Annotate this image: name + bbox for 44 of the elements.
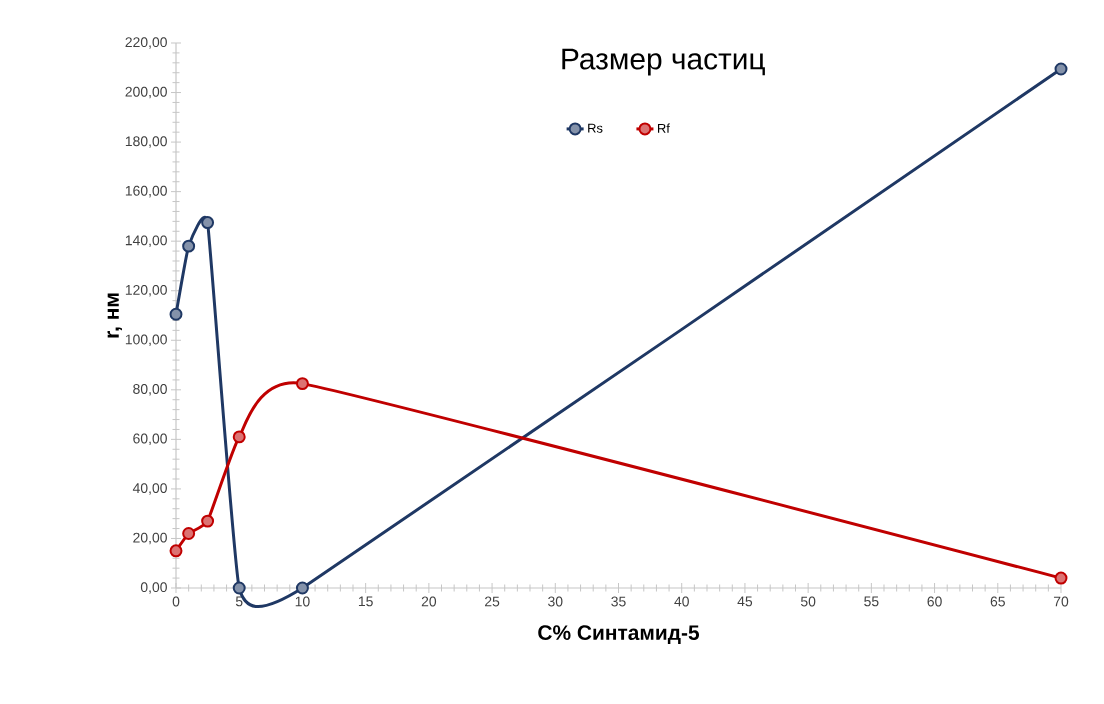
y-axis-title: r, нм — [107, 293, 122, 338]
point — [232, 581, 246, 595]
y-tick-label: 180,00 — [125, 136, 167, 148]
legend-label: Rf — [657, 123, 670, 133]
x-tick-label: 70 — [1053, 596, 1069, 607]
y-tick-label: 200,00 — [125, 86, 167, 99]
y-tick-label: 140,00 — [125, 235, 167, 247]
y-tick-label: 80,00 — [133, 384, 167, 396]
y-tick-label: 60,00 — [133, 433, 167, 446]
x-tick-label: 10 — [295, 596, 310, 607]
x-tick-label: 0 — [172, 596, 180, 607]
y-tick-label: 0,00 — [140, 582, 167, 594]
y-tick-label: 120,00 — [125, 284, 167, 297]
point — [1054, 62, 1068, 76]
point — [201, 514, 215, 528]
point — [182, 239, 196, 253]
point — [295, 377, 309, 391]
x-tick-label: 35 — [611, 596, 626, 607]
x-tick-label: 55 — [864, 596, 879, 607]
point — [169, 307, 183, 321]
x-axis-title: C% Синтамид-5 — [538, 625, 700, 645]
y-tick-label: 40,00 — [132, 483, 167, 495]
x-tick-label: 50 — [800, 596, 816, 607]
x-tick-label: 15 — [358, 596, 373, 607]
point — [182, 527, 196, 540]
x-tick-label: 45 — [737, 596, 753, 607]
x-tick-label: 40 — [674, 596, 689, 607]
y-tick-label: 220,00 — [125, 37, 167, 49]
point — [232, 430, 246, 444]
x-tick-label: 65 — [990, 596, 1005, 607]
legend-label: Rs — [588, 123, 603, 133]
y-tick-label: 20,00 — [133, 532, 167, 545]
point — [201, 216, 215, 230]
point — [295, 581, 309, 595]
x-tick-label: 30 — [548, 596, 563, 607]
y-tick-label: 100,00 — [125, 334, 167, 347]
y-tick-label: 160,00 — [125, 185, 167, 198]
chart-title: Размер частиц — [562, 48, 765, 76]
x-tick-label: 25 — [485, 596, 500, 607]
x-tick-label: 20 — [421, 596, 437, 607]
point — [169, 544, 183, 558]
x-tick-label: 5 — [235, 596, 243, 607]
point — [1054, 571, 1068, 585]
x-tick-label: 60 — [927, 596, 942, 607]
